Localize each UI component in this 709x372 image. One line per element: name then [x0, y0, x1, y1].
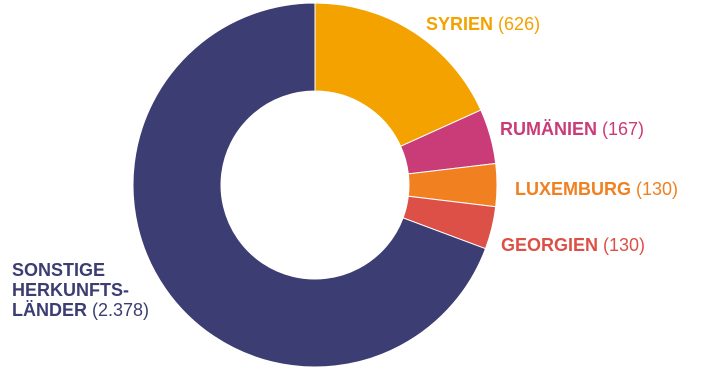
slice-label-sonstige: SONSTIGE HERKUNFTS- LÄNDER (2.378): [12, 260, 149, 320]
slice-label-syrien: SYRIEN (626): [426, 14, 540, 35]
slice-value-syrien: (626): [498, 14, 541, 34]
slice-name-sonstige-line2: HERKUNFTS-: [12, 280, 129, 300]
slice-name-georgien: GEORGIEN: [501, 235, 599, 255]
slice-name-luxemburg: LUXEMBURG: [515, 179, 631, 199]
slice-value-sonstige: (2.378): [92, 300, 150, 320]
slice-name-sonstige-line1: SONSTIGE: [12, 260, 106, 280]
slice-name-rumaenien: RUMÄNIEN: [500, 119, 597, 139]
slice-label-luxemburg: LUXEMBURG (130): [515, 179, 678, 200]
slice-value-rumaenien: (167): [602, 119, 645, 139]
slice-value-georgien: (130): [603, 235, 646, 255]
donut-slice-syrien: [314, 2, 482, 147]
slice-label-georgien: GEORGIEN (130): [501, 235, 645, 256]
slice-name-sonstige-line3: LÄNDER: [12, 300, 87, 320]
slice-name-syrien: SYRIEN: [426, 14, 494, 34]
slice-label-rumaenien: RUMÄNIEN (167): [500, 119, 644, 140]
slice-value-luxemburg: (130): [636, 179, 679, 199]
